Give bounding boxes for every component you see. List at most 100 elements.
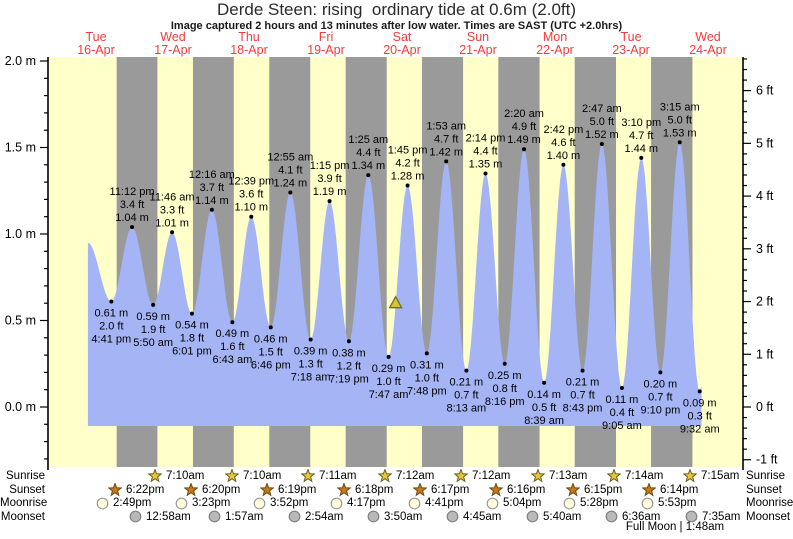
low-tide-time: 7:19 pm [329, 373, 369, 385]
almanac-time: 7:14am [625, 470, 664, 482]
almanac-entry: 7:35am [685, 510, 740, 524]
almanac-entry: 2:49pm [96, 496, 151, 510]
high-tide-feet: 4.9 ft [512, 121, 536, 133]
high-tide-meters: 1.34 m [351, 160, 385, 172]
high-tide-time: 3:10 pm [621, 117, 661, 129]
y-axis-label-ft: 5 ft [756, 136, 774, 150]
low-tide-meters: 0.21 m [566, 377, 600, 389]
almanac-entry: 5:40am [526, 510, 581, 524]
tide-point-dot [308, 337, 313, 342]
almanac-time: 4:17pm [347, 497, 386, 509]
high-tide-time: 1:53 am [426, 120, 466, 132]
low-tide-feet: 1.8 ft [180, 333, 204, 345]
high-tide-feet: 4.1 ft [278, 164, 302, 176]
low-tide-meters: 0.09 m [683, 397, 717, 409]
high-tide-time: 2:20 am [504, 108, 544, 120]
high-tide-feet: 3.9 ft [317, 173, 341, 185]
almanac-time: 6:15pm [584, 483, 623, 496]
almanac-entry: 7:10am [148, 469, 204, 483]
low-tide-meters: 0.38 m [332, 347, 366, 359]
tide-point-dot [366, 173, 371, 178]
low-tide-time: 5:50 am [133, 337, 173, 349]
high-tide-feet: 4.2 ft [395, 158, 419, 170]
low-tide-feet: 0.8 ft [492, 383, 516, 395]
low-tide-meters: 0.25 m [488, 370, 522, 382]
low-tide-meters: 0.20 m [644, 378, 678, 390]
low-tide-feet: 0.7 ft [648, 391, 672, 403]
almanac-entry: 7:14am [607, 469, 663, 483]
tide-area [87, 142, 702, 427]
day-name: Sun [466, 30, 490, 44]
tide-point-dot [405, 183, 410, 188]
almanac-entry: 7:10am [225, 469, 281, 483]
almanac-time: 7:11am [319, 470, 357, 482]
sunrise-icon [531, 469, 547, 483]
sunset-icon [184, 482, 200, 497]
tide-point-dot [151, 302, 156, 307]
low-tide-meters: 0.54 m [175, 320, 209, 332]
high-tide-feet: 4.4 ft [473, 145, 497, 157]
moonrise-icon [330, 497, 345, 510]
high-tide-meters: 1.35 m [469, 158, 503, 170]
almanac-time: 12:58am [146, 510, 191, 523]
high-tide-meters: 1.44 m [624, 143, 658, 155]
tide-point-dot [346, 339, 351, 344]
low-tide-feet: 1.9 ft [141, 324, 165, 336]
almanac-time: 1:57am [225, 510, 264, 523]
day-name: Tue [620, 30, 642, 44]
low-tide-feet: 1.3 ft [298, 359, 322, 371]
high-tide-time: 2:42 pm [544, 124, 584, 136]
high-tide-feet: 3.6 ft [239, 189, 263, 201]
sunrise-icon [225, 469, 241, 483]
almanac-time: 6:16pm [507, 483, 546, 496]
moonset-icon [367, 510, 382, 523]
moon-phase-footnote: Full Moon | 1:48am [625, 521, 725, 533]
high-tide-meters: 1.14 m [195, 195, 229, 207]
sunrise-icon [683, 469, 699, 483]
almanac-time: 3:50am [384, 510, 423, 523]
tide-point-dot [483, 171, 488, 176]
high-tide-time: 2:14 pm [466, 132, 506, 144]
low-tide-meters: 0.21 m [450, 377, 484, 389]
almanac-time: 6:36am [622, 510, 661, 523]
almanac-time: 2:54am [305, 510, 344, 523]
low-tide-meters: 0.29 m [372, 363, 406, 375]
y-axis-label-m: 0.0 m [5, 400, 36, 414]
tide-point-dot [619, 385, 624, 390]
almanac-entry: 6:17pm [413, 482, 470, 497]
high-tide-time: 1:25 am [348, 134, 388, 146]
moonrise-icon [486, 497, 501, 510]
y-axis-label-ft: -1 ft [756, 453, 778, 467]
low-tide-feet: 1.5 ft [259, 346, 283, 358]
day-column-label: Thu 18-Apr [211, 31, 287, 57]
almanac-time: 6:17pm [431, 483, 470, 496]
almanac-time: 5:04pm [503, 497, 542, 509]
high-tide-feet: 4.4 ft [356, 147, 380, 159]
almanac-row-label-right: Moonrise [746, 497, 793, 509]
almanac-time: 7:12am [472, 470, 511, 482]
high-tide-meters: 1.04 m [115, 212, 149, 224]
almanac-entry: 6:20pm [184, 482, 240, 497]
tide-point-dot [424, 351, 429, 356]
almanac-entry: 7:12am [454, 469, 510, 483]
tide-point-dot [639, 155, 644, 160]
tide-point-dot [268, 325, 273, 330]
low-tide-meters: 0.14 m [527, 389, 561, 401]
tide-point-dot [522, 147, 527, 152]
high-tide-time: 12:39 pm [228, 176, 274, 188]
y-axis-label-ft: 4 ft [756, 189, 774, 203]
low-tide-meters: 0.39 m [294, 346, 328, 358]
almanac-time: 7:35am [702, 510, 741, 523]
day-name: Tue [85, 30, 107, 44]
tide-point-dot [130, 225, 135, 230]
moonrise-icon [641, 497, 656, 510]
high-tide-time: 2:47 am [582, 103, 622, 115]
almanac-row-label-left: Moonset [0, 510, 45, 523]
day-date: 18-Apr [230, 43, 268, 57]
y-axis-label-m: 0.5 m [5, 314, 36, 328]
tide-point-dot [502, 361, 507, 366]
low-tide-feet: 0.7 ft [570, 390, 594, 402]
tide-point-dot [109, 299, 114, 304]
almanac-entry: 6:18pm [337, 482, 393, 497]
